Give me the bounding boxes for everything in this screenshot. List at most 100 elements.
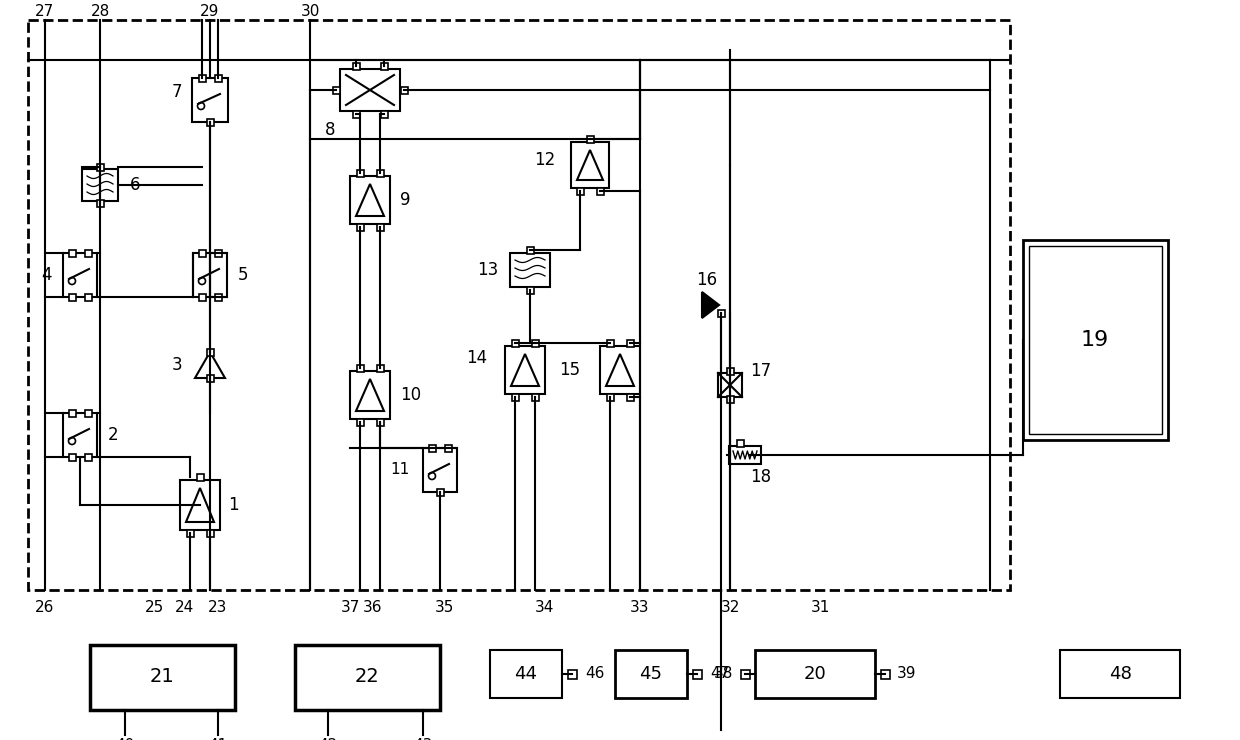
Text: 35: 35 bbox=[435, 600, 455, 616]
Text: 20: 20 bbox=[804, 665, 826, 683]
Text: 38: 38 bbox=[714, 667, 733, 682]
Bar bbox=[444, 445, 451, 451]
Bar bbox=[68, 454, 76, 460]
Bar bbox=[377, 419, 383, 426]
Text: 48: 48 bbox=[1109, 665, 1131, 683]
Bar bbox=[423, 448, 458, 492]
Text: 13: 13 bbox=[476, 261, 498, 279]
Bar bbox=[377, 365, 383, 371]
Bar bbox=[357, 365, 363, 371]
Text: 40: 40 bbox=[115, 738, 135, 740]
Bar bbox=[577, 187, 584, 195]
Bar bbox=[63, 253, 97, 297]
Text: 2: 2 bbox=[108, 426, 119, 444]
Text: 12: 12 bbox=[533, 151, 556, 169]
Bar bbox=[511, 340, 518, 346]
Bar bbox=[626, 340, 634, 346]
Bar bbox=[357, 419, 363, 426]
Text: 47: 47 bbox=[711, 667, 729, 682]
Bar bbox=[568, 670, 577, 679]
Text: 43: 43 bbox=[413, 738, 433, 740]
Bar bbox=[186, 530, 193, 536]
Bar bbox=[718, 309, 724, 317]
Bar bbox=[84, 249, 92, 257]
Bar bbox=[68, 409, 76, 417]
Bar bbox=[532, 394, 538, 400]
Text: 45: 45 bbox=[640, 665, 662, 683]
Text: 22: 22 bbox=[355, 667, 379, 687]
Bar bbox=[193, 253, 227, 297]
Bar bbox=[215, 75, 222, 81]
Bar bbox=[84, 294, 92, 300]
Text: 7: 7 bbox=[171, 83, 182, 101]
Bar bbox=[600, 346, 640, 394]
Bar bbox=[192, 78, 228, 122]
Bar bbox=[596, 187, 604, 195]
Text: 11: 11 bbox=[391, 462, 410, 477]
Bar bbox=[1023, 240, 1168, 440]
Bar bbox=[332, 87, 340, 93]
Text: 23: 23 bbox=[208, 600, 228, 616]
Bar bbox=[350, 371, 391, 419]
Bar bbox=[755, 650, 875, 698]
Bar bbox=[215, 249, 222, 257]
Text: 31: 31 bbox=[810, 600, 830, 616]
Polygon shape bbox=[702, 292, 719, 318]
Text: 33: 33 bbox=[630, 600, 650, 616]
Bar bbox=[740, 670, 749, 679]
Bar bbox=[729, 446, 761, 464]
Bar bbox=[401, 87, 408, 93]
Text: 9: 9 bbox=[401, 191, 410, 209]
Bar bbox=[215, 294, 222, 300]
Bar bbox=[570, 142, 609, 188]
Bar bbox=[97, 164, 103, 170]
Bar bbox=[527, 246, 533, 254]
Bar bbox=[207, 118, 213, 126]
Bar bbox=[357, 223, 363, 230]
Text: 6: 6 bbox=[130, 176, 140, 194]
Bar bbox=[737, 440, 744, 446]
Text: 28: 28 bbox=[91, 4, 109, 19]
Bar bbox=[377, 169, 383, 177]
Text: 25: 25 bbox=[145, 600, 165, 616]
Bar bbox=[532, 340, 538, 346]
Bar bbox=[198, 75, 206, 81]
Text: 3: 3 bbox=[171, 356, 182, 374]
Bar bbox=[727, 395, 734, 403]
Text: 18: 18 bbox=[750, 468, 771, 486]
Bar bbox=[615, 650, 687, 698]
Text: 4: 4 bbox=[41, 266, 52, 284]
Bar bbox=[357, 169, 363, 177]
Text: 29: 29 bbox=[201, 4, 219, 19]
Bar bbox=[352, 110, 360, 118]
Bar bbox=[511, 394, 518, 400]
Bar bbox=[381, 110, 387, 118]
Bar bbox=[505, 346, 546, 394]
Text: 14: 14 bbox=[466, 349, 487, 367]
Text: 41: 41 bbox=[208, 738, 228, 740]
Bar bbox=[880, 670, 889, 679]
Bar bbox=[63, 413, 97, 457]
Bar bbox=[587, 135, 594, 143]
Bar bbox=[91, 645, 236, 710]
Bar bbox=[84, 454, 92, 460]
Text: 36: 36 bbox=[363, 600, 383, 616]
Bar bbox=[429, 445, 435, 451]
Bar bbox=[340, 69, 401, 111]
Text: 44: 44 bbox=[515, 665, 537, 683]
Bar bbox=[1028, 246, 1162, 434]
Bar bbox=[1060, 650, 1180, 698]
Bar bbox=[198, 249, 206, 257]
Bar bbox=[606, 394, 614, 400]
Text: 32: 32 bbox=[720, 600, 740, 616]
Bar bbox=[198, 294, 206, 300]
Text: 27: 27 bbox=[36, 4, 55, 19]
Text: 1: 1 bbox=[228, 496, 238, 514]
Bar bbox=[68, 294, 76, 300]
Bar bbox=[180, 480, 219, 530]
Bar bbox=[352, 62, 360, 70]
Bar bbox=[626, 394, 634, 400]
Bar bbox=[196, 474, 203, 480]
Text: 10: 10 bbox=[401, 386, 422, 404]
Bar bbox=[82, 169, 118, 201]
